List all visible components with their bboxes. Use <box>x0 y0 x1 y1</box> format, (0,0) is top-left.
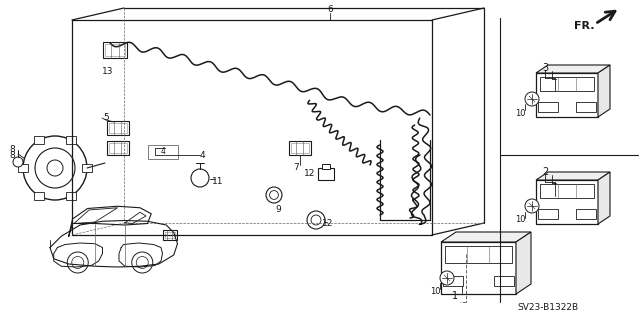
Bar <box>536 73 598 117</box>
Text: 2: 2 <box>542 167 548 177</box>
Text: 12: 12 <box>304 168 316 177</box>
Bar <box>107 141 129 155</box>
Polygon shape <box>598 172 610 224</box>
Bar <box>103 42 127 58</box>
Text: 3: 3 <box>542 63 548 73</box>
Text: 4: 4 <box>199 151 205 160</box>
Text: 8: 8 <box>9 145 15 154</box>
Circle shape <box>23 136 87 200</box>
Bar <box>318 168 334 180</box>
Bar <box>445 246 512 263</box>
Text: 11: 11 <box>212 176 224 186</box>
Bar <box>165 232 175 238</box>
Bar <box>163 230 177 240</box>
Circle shape <box>525 92 539 106</box>
Circle shape <box>266 187 282 203</box>
Circle shape <box>525 199 539 213</box>
Text: 9: 9 <box>275 205 281 214</box>
Bar <box>540 77 594 91</box>
Polygon shape <box>536 172 610 180</box>
Bar <box>322 164 330 169</box>
Text: 10: 10 <box>515 216 525 225</box>
Circle shape <box>311 215 321 225</box>
Bar <box>66 192 76 200</box>
Polygon shape <box>441 232 531 242</box>
Bar <box>443 276 463 286</box>
Bar <box>107 121 129 135</box>
Circle shape <box>132 252 153 273</box>
Bar <box>538 209 558 219</box>
Circle shape <box>67 252 88 273</box>
Bar <box>576 209 596 219</box>
Text: 1: 1 <box>452 291 458 301</box>
Bar <box>82 164 92 172</box>
Text: 4: 4 <box>161 147 165 157</box>
Circle shape <box>72 256 84 269</box>
Text: 12: 12 <box>323 219 333 228</box>
Bar <box>109 123 127 133</box>
Text: 10: 10 <box>515 108 525 117</box>
Polygon shape <box>598 65 610 117</box>
Text: SV23-B1322B: SV23-B1322B <box>517 303 579 313</box>
Text: 10: 10 <box>429 287 440 296</box>
Polygon shape <box>536 65 610 73</box>
Circle shape <box>307 211 325 229</box>
Text: 13: 13 <box>102 68 114 77</box>
Bar <box>34 192 44 200</box>
Circle shape <box>269 190 278 199</box>
Bar <box>109 143 127 153</box>
Circle shape <box>191 169 209 187</box>
Bar <box>105 44 125 56</box>
Text: 8: 8 <box>9 151 15 160</box>
Bar <box>291 143 309 153</box>
Bar <box>540 184 594 198</box>
Bar <box>576 102 596 112</box>
Circle shape <box>136 256 148 269</box>
Circle shape <box>13 157 23 167</box>
Bar <box>289 141 311 155</box>
Bar <box>34 136 44 144</box>
Bar <box>494 276 514 286</box>
Text: 7: 7 <box>293 164 299 173</box>
Polygon shape <box>516 232 531 294</box>
Circle shape <box>47 160 63 176</box>
Bar <box>66 136 76 144</box>
Circle shape <box>440 271 454 285</box>
Bar <box>18 164 28 172</box>
Bar <box>536 180 598 224</box>
Text: FR.: FR. <box>573 21 595 31</box>
Bar <box>148 145 178 159</box>
Text: 6: 6 <box>327 4 333 13</box>
Bar <box>441 242 516 294</box>
Bar <box>538 102 558 112</box>
Text: 5: 5 <box>103 114 109 122</box>
Circle shape <box>35 148 75 188</box>
